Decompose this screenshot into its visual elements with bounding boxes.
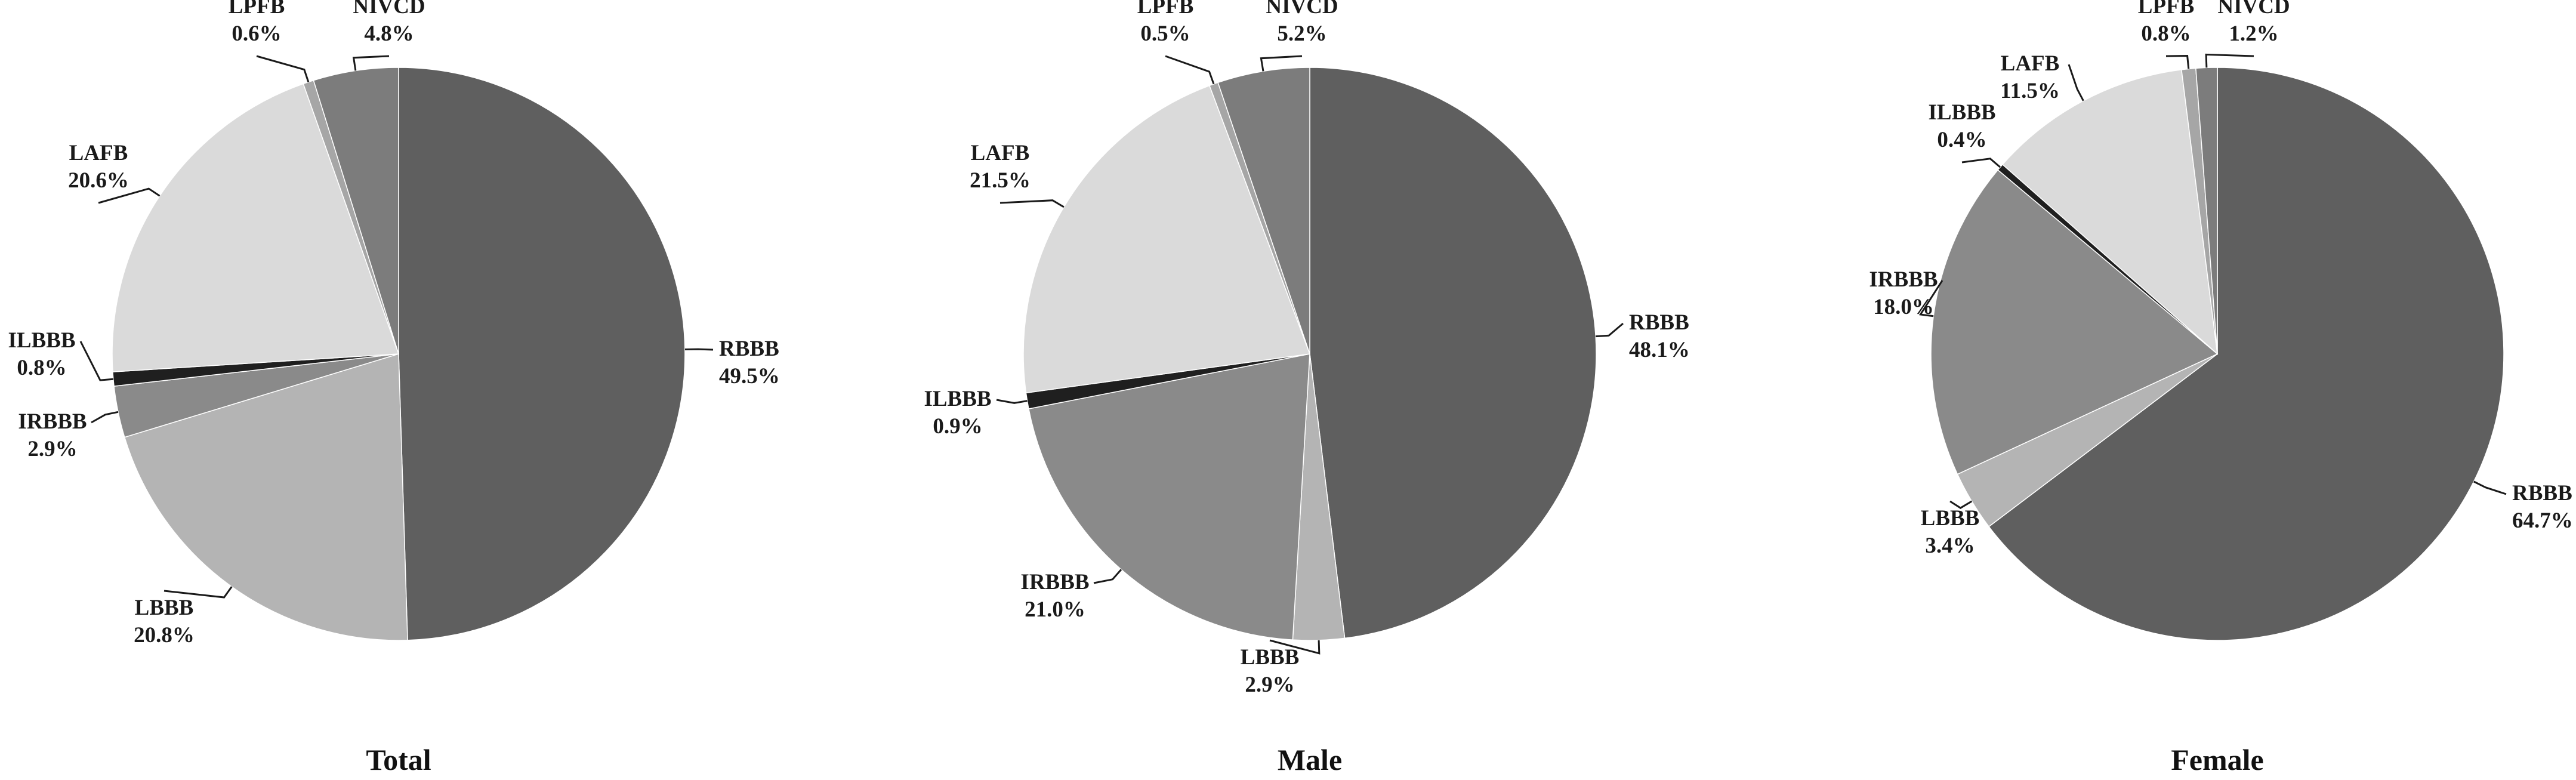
slice-value-lafb: 21.5% bbox=[970, 168, 1031, 193]
slice-label-lpfb: LPFB bbox=[229, 0, 285, 19]
slice-value-lbbb: 3.4% bbox=[1925, 534, 1975, 558]
pie-slice-nivcd bbox=[2195, 67, 2218, 354]
pie-chart-male: RBBB 48.1% LBBB 2.9% IRBBB 21.0% ILBBB 0.9% LAFB… bbox=[924, 0, 1689, 776]
leader-line-ilbbb bbox=[996, 399, 1028, 404]
leader-line-lbbb bbox=[1269, 639, 1321, 655]
slice-value-lpfb: 0.5% bbox=[1140, 21, 1190, 46]
pie-slice-nivcd bbox=[1217, 67, 1310, 354]
leader-line-lpfb bbox=[2165, 54, 2190, 69]
pie-slice-lafb bbox=[112, 83, 400, 372]
slice-value-ilbbb: 0.9% bbox=[933, 414, 982, 439]
slice-label-rbbb: RBBB bbox=[2512, 481, 2572, 505]
leader-line-nivcd bbox=[2205, 53, 2254, 68]
slice-label-nivcd: NIVCD bbox=[1266, 0, 1338, 19]
pie-chart-total: RBBB 49.5% LBBB 20.8% IRBBB 2.9% ILBBB 0.8% LAFB… bbox=[8, 0, 779, 776]
slice-label-nivcd: NIVCD bbox=[2217, 0, 2290, 19]
leader-line-ilbbb bbox=[79, 341, 114, 381]
pie-slice-rbbb bbox=[1309, 67, 1597, 639]
leader-line-irbbb bbox=[1093, 569, 1122, 584]
leader-line-rbbb bbox=[1596, 322, 1624, 338]
slice-label-irbbb: IRBBB bbox=[18, 409, 87, 434]
leader-line-lafb bbox=[98, 187, 161, 204]
leader-line-lpfb bbox=[1165, 55, 1215, 85]
slice-value-irbbb: 21.0% bbox=[1025, 597, 1085, 622]
slice-value-rbbb: 64.7% bbox=[2512, 508, 2573, 533]
slice-label-ilbbb: ILBBB bbox=[924, 387, 991, 411]
slice-label-lpfb: LPFB bbox=[2138, 0, 2195, 19]
slice-label-lpfb: LPFB bbox=[1137, 0, 1194, 19]
slice-value-nivcd: 4.8% bbox=[364, 21, 414, 46]
slice-value-nivcd: 5.2% bbox=[1277, 21, 1326, 46]
pie-slice-rbbb bbox=[1988, 67, 2504, 641]
slice-value-irbbb: 18.0% bbox=[1873, 295, 1934, 319]
leader-line-rbbb bbox=[2473, 480, 2507, 495]
chart-title-total: Total bbox=[366, 743, 431, 776]
slice-label-rbbb: RBBB bbox=[719, 337, 779, 361]
leader-line-nivcd bbox=[1260, 55, 1303, 72]
pie-slice-lbbb bbox=[124, 353, 408, 641]
slice-label-irbbb: IRBBB bbox=[1869, 267, 1938, 292]
slice-label-lbbb: LBBB bbox=[1921, 506, 1980, 531]
slice-label-lbbb: LBBB bbox=[1241, 645, 1300, 670]
slice-value-lafb: 11.5% bbox=[2000, 79, 2060, 103]
leader-line-irbbb bbox=[91, 411, 119, 424]
leader-line-lafb bbox=[2068, 64, 2084, 101]
slice-value-ilbbb: 0.8% bbox=[17, 356, 66, 380]
chart-title-male: Male bbox=[1278, 743, 1342, 776]
slice-value-nivcd: 1.2% bbox=[2229, 21, 2278, 46]
leader-line-lpfb bbox=[256, 55, 310, 82]
slice-label-ilbbb: ILBBB bbox=[8, 328, 75, 353]
slice-value-lbbb: 2.9% bbox=[1245, 673, 1294, 697]
leader-line-lafb bbox=[999, 199, 1065, 208]
leader-line-lbbb bbox=[1949, 500, 1973, 509]
slice-value-lpfb: 0.8% bbox=[2141, 21, 2191, 46]
slice-value-lbbb: 20.8% bbox=[134, 623, 195, 648]
slice-value-rbbb: 48.1% bbox=[1629, 338, 1690, 362]
leader-line-ilbbb bbox=[1961, 158, 2001, 168]
slice-label-lbbb: LBBB bbox=[135, 596, 194, 620]
slice-label-rbbb: RBBB bbox=[1629, 310, 1689, 335]
pie-slice-rbbb bbox=[398, 67, 686, 641]
leader-line-lbbb bbox=[163, 586, 233, 599]
slice-value-rbbb: 49.5% bbox=[719, 364, 780, 389]
slice-label-ilbbb: ILBBB bbox=[1928, 100, 1995, 125]
slice-label-lafb: LAFB bbox=[69, 141, 128, 165]
slice-value-ilbbb: 0.4% bbox=[1937, 128, 1986, 152]
leader-line-irbbb bbox=[1918, 280, 1943, 317]
slice-value-lafb: 20.6% bbox=[68, 168, 129, 193]
chart-title-female: Female bbox=[2171, 743, 2263, 776]
leader-line-rbbb bbox=[684, 348, 714, 351]
pie-chart-female: RBBB 64.7% LBBB 3.4% IRBBB 18.0% ILBBB 0.4% LAFB… bbox=[1869, 0, 2572, 776]
slice-label-irbbb: IRBBB bbox=[1020, 570, 1089, 594]
leader-line-nivcd bbox=[352, 55, 390, 71]
pie-slice-lafb bbox=[2001, 69, 2218, 355]
pie-slice-nivcd bbox=[313, 67, 399, 354]
slice-label-lafb: LAFB bbox=[2001, 51, 2060, 76]
slice-value-irbbb: 2.9% bbox=[27, 437, 77, 461]
slice-label-nivcd: NIVCD bbox=[353, 0, 425, 19]
pie-slice-irbbb bbox=[1028, 353, 1310, 640]
slice-value-lpfb: 0.6% bbox=[232, 21, 281, 46]
slice-label-lafb: LAFB bbox=[971, 141, 1030, 165]
